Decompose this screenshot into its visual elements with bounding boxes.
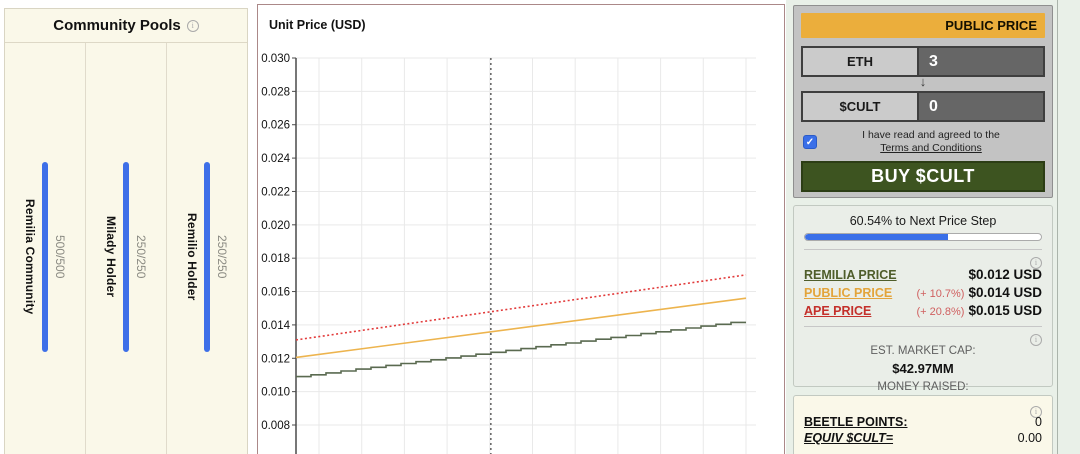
community-pools-panel: Community Pools i Remilia Community 500/… — [4, 8, 248, 454]
money-raised-label: MONEY RAISED: — [877, 380, 969, 393]
info-icon[interactable]: i — [1030, 257, 1042, 269]
unit-price-chart-canvas: 0.030 0.028 0.026 0.024 0.022 0.020 0.018 0.016… — [261, 53, 756, 454]
community-pools-header: Community Pools i — [5, 9, 247, 43]
public-price-value: $0.014 USD — [968, 285, 1042, 300]
unit-price-chart: 0.030 0.028 0.026 0.024 0.022 0.020 0.018 0.016… — [257, 4, 785, 454]
beetle-points-value: 0 — [1035, 415, 1042, 429]
public-price-row: PUBLIC PRICE (+ 10.7%) $0.014 USD — [804, 285, 1042, 300]
market-cap-label: EST. MARKET CAP: — [870, 345, 976, 357]
beetle-points-card: i BEETLE POINTS: 0 EQUIV $CULT= 0.00 — [793, 395, 1053, 454]
remilia-price-link[interactable]: REMILIA PRICE — [804, 268, 897, 282]
svg-text:0.026: 0.026 — [261, 120, 290, 132]
svg-text:0.008: 0.008 — [261, 420, 290, 432]
svg-text:0.020: 0.020 — [261, 220, 290, 232]
buy-widget-card: PUBLIC PRICE ETH 3 ↓ $CULT 0 ✓ I have re… — [793, 5, 1053, 198]
community-pools-title: Community Pools — [53, 17, 181, 34]
pool-progress-bar — [123, 162, 129, 352]
pool-fill-value: 250/250 — [215, 235, 229, 279]
pool-label: Remilio Holder — [185, 213, 199, 301]
price-step-progress-bar — [804, 233, 1042, 241]
buy-cult-button[interactable]: BUY $CULT — [801, 161, 1045, 193]
terms-checkbox[interactable]: ✓ — [803, 135, 817, 150]
beetle-points-row: BEETLE POINTS: 0 — [804, 415, 1042, 429]
pool-label: Remilia Community — [23, 199, 37, 315]
info-icon[interactable]: i — [1030, 334, 1042, 346]
pool-progress-bar — [42, 162, 48, 352]
price-step-progress-fill — [805, 234, 948, 240]
beetle-points-label: BEETLE POINTS: — [804, 415, 908, 429]
cult-label: $CULT — [801, 91, 919, 122]
remilia-price-value: $0.012 USD — [968, 267, 1042, 282]
public-price-header: PUBLIC PRICE — [801, 13, 1045, 38]
eth-label: ETH — [801, 46, 919, 77]
svg-text:0.014: 0.014 — [261, 320, 290, 332]
svg-text:0.030: 0.030 — [261, 53, 290, 65]
equiv-cult-row: EQUIV $CULT= 0.00 — [804, 431, 1042, 445]
ape-price-link[interactable]: APE PRICE — [804, 304, 872, 318]
info-icon[interactable]: i — [1030, 406, 1042, 418]
pool-column-remilio-holder: Remilio Holder 250/250 — [167, 43, 247, 454]
remilia-price-row: REMILIA PRICE $0.012 USD — [804, 267, 1042, 282]
svg-text:0.012: 0.012 — [261, 353, 290, 365]
pool-column-remilia-community: Remilia Community 500/500 — [5, 43, 86, 454]
svg-text:0.018: 0.018 — [261, 253, 290, 265]
next-price-step-label: 60.54% to Next Price Step — [849, 214, 997, 228]
svg-text:0.010: 0.010 — [261, 387, 290, 399]
price-delta: (+ 10.7%) — [916, 288, 965, 300]
cult-output-row: $CULT 0 — [801, 91, 1045, 122]
price-delta: (+ 20.8%) — [916, 306, 965, 318]
pool-columns: Remilia Community 500/500 Milady Holder … — [5, 43, 247, 454]
equiv-cult-value: 0.00 — [1017, 431, 1042, 445]
market-stats-block: EST. MARKET CAP: $42.97MM MONEY RAISED: … — [804, 343, 1042, 414]
market-cap-value: $42.97MM — [892, 360, 954, 376]
ape-price-value: $0.015 USD — [968, 303, 1042, 318]
divider — [804, 249, 1042, 250]
terms-and-conditions-link[interactable]: Terms and Conditions — [880, 142, 982, 155]
right-section-divider — [1057, 0, 1058, 454]
info-icon[interactable]: i — [186, 19, 199, 32]
eth-amount-input[interactable]: 3 — [919, 46, 1045, 77]
pool-column-milady-holder: Milady Holder 250/250 — [86, 43, 167, 454]
public-price-link[interactable]: PUBLIC PRICE — [804, 286, 893, 300]
eth-input-row: ETH 3 — [801, 46, 1045, 77]
price-info-card: 60.54% to Next Price Step i REMILIA PRIC… — [793, 205, 1053, 411]
svg-text:0.028: 0.028 — [261, 86, 290, 98]
divider — [804, 326, 1042, 327]
svg-text:0.022: 0.022 — [261, 186, 290, 198]
pool-label: Milady Holder — [104, 216, 118, 298]
swap-direction-arrow-icon: ↓ — [919, 74, 927, 89]
terms-text: I have read and agreed to the Terms and … — [817, 129, 1045, 155]
terms-line1: I have read and agreed to the — [862, 129, 1000, 141]
pool-progress-bar — [204, 162, 210, 352]
ape-price-row: APE PRICE (+ 20.8%) $0.015 USD — [804, 303, 1042, 318]
equiv-cult-label: EQUIV $CULT= — [804, 431, 894, 445]
svg-text:0.024: 0.024 — [261, 153, 290, 165]
svg-text:0.016: 0.016 — [261, 287, 290, 299]
cult-amount-output[interactable]: 0 — [919, 91, 1045, 122]
pool-fill-value: 250/250 — [134, 235, 148, 279]
chart-title: Unit Price (USD) — [269, 18, 366, 32]
terms-agreement-row: ✓ I have read and agreed to the Terms an… — [801, 129, 1045, 155]
pool-fill-value: 500/500 — [53, 235, 67, 279]
